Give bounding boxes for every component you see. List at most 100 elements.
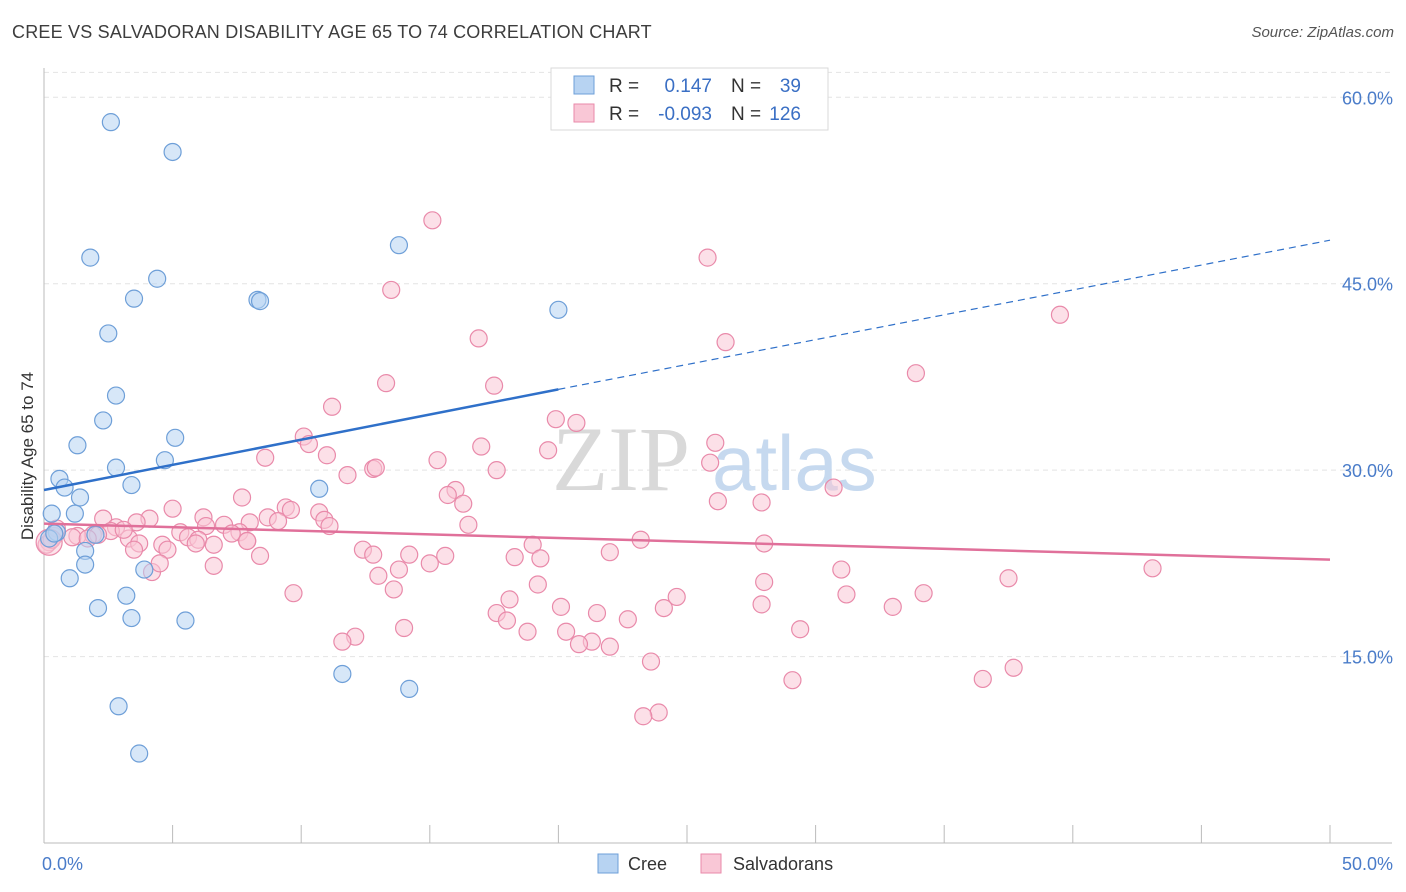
salvadorans-point-113 [569,635,589,654]
watermark: ZIP atlas [552,408,877,510]
legend-n-value-salvadorans: 126 [769,104,801,125]
salvadorans-point-24 [338,466,357,485]
salvadorans-point-48 [459,515,478,534]
cree-point-9 [99,324,118,343]
legend-swatch-cree [573,75,595,95]
salvadorans-point-102 [587,603,607,623]
legend-r-label-salvadorans: R = [609,104,639,125]
salvadorans-points [35,211,1162,726]
cree-point-0 [101,113,120,132]
salvadorans-point-68 [204,535,223,554]
salvadorans-point-19 [428,451,447,470]
salvadorans-point-1 [698,248,717,267]
salvadorans-point-125 [150,554,169,573]
salvadorans-point-79 [505,548,524,567]
cree-trend-extension [558,239,1331,390]
salvadorans-point-77 [400,545,419,564]
legend-r-label-cree: R = [609,76,639,97]
cree-point-27 [76,555,95,574]
salvadorans-point-117 [973,669,992,689]
salvadorans-point-25 [824,478,843,497]
bottom-legend-swatch-salvadorans [700,853,722,874]
salvadorans-point-94 [284,584,303,603]
cree-point-13 [68,436,87,455]
y-tick-label-2: 45.0% [1342,275,1393,295]
salvadorans-point-91 [384,580,403,599]
salvadorans-point-73 [158,540,177,559]
cree-point-24 [86,525,105,544]
tick-labels: 15.0% 30.0% 45.0% 60.0% 0.0% 50.0% [42,88,1393,874]
salvadorans-point-86 [1143,559,1162,578]
salvadorans-point-10 [546,410,565,429]
salvadorans-point-28 [438,485,457,505]
y-tick-label-0: 15.0% [1342,648,1393,668]
cree-point-22 [65,504,84,523]
salvadorans-point-89 [999,569,1018,588]
cree-point-36 [109,697,128,716]
salvadorans-point-26 [232,488,252,507]
salvadorans-point-104 [618,610,637,629]
salvadorans-point-16 [539,441,558,460]
salvadorans-point-30 [752,493,771,512]
salvadorans-point-23 [487,461,506,480]
x-tick-label-0: 0.0% [42,854,83,874]
y-tick-label-1: 30.0% [1342,461,1393,481]
salvadorans-point-93 [755,572,774,592]
salvadorans-point-5 [716,333,735,352]
cree-point-10 [106,386,126,405]
salvadorans-point-107 [394,618,414,638]
bottom-legend: Cree Salvadorans [597,853,833,874]
cree-point-37 [130,744,149,763]
salvadorans-point-96 [914,584,933,603]
salvadorans-point-11 [567,413,586,433]
salvadorans-point-120 [634,707,653,726]
chart-title: CREE VS SALVADORAN DISABILITY AGE 65 TO … [12,22,652,42]
salvadorans-point-119 [649,703,668,722]
salvadorans-point-80 [531,549,550,568]
cree-point-17 [122,475,141,495]
salvadorans-point-3 [1050,305,1070,324]
trend-lines [43,239,1331,561]
cree-point-8 [549,300,568,319]
source-credit: Source: ZipAtlas.com [1251,24,1394,41]
bottom-legend-label-cree: Cree [628,854,667,874]
salvadorans-point-95 [667,587,686,607]
salvadorans-point-99 [654,598,673,618]
salvadorans-point-67 [186,534,205,553]
salvadorans-point-81 [250,546,270,566]
cree-trend-line [43,388,559,492]
salvadorans-point-0 [423,211,442,230]
salvadorans-point-2 [382,280,401,300]
salvadorans-point-22 [366,458,385,477]
salvadorans-point-118 [783,671,802,690]
salvadorans-point-32 [281,500,301,520]
salvadorans-point-84 [389,560,409,579]
salvadorans-point-8 [485,376,504,395]
salvadorans-point-56 [63,528,82,547]
cree-point-35 [400,679,419,698]
top-legend: R = 0.147 N = 39 R = -0.093 N = 126 [550,67,829,131]
salvadorans-point-124 [114,520,133,539]
salvadorans-point-98 [551,597,571,616]
salvadorans-point-76 [364,545,383,564]
salvadorans-point-115 [641,652,661,671]
cree-point-30 [117,586,136,605]
cree-point-33 [176,611,195,630]
cree-point-12 [166,428,185,447]
grid-lines [44,71,1392,658]
legend-n-value-cree: 39 [780,76,801,97]
cree-point-28 [135,560,154,579]
salvadorans-point-42 [268,511,288,531]
salvadorans-point-69 [238,531,257,551]
salvadorans-point-101 [883,597,902,616]
legend-r-value-cree: 0.147 [664,76,712,97]
cree-point-29 [60,569,79,588]
y-tick-label-3: 60.0% [1342,88,1393,108]
cree-point-3 [389,236,409,255]
x-tick-label-1: 50.0% [1342,854,1393,874]
cree-point-19 [310,479,329,498]
salvadorans-point-6 [906,364,926,383]
cree-point-38 [45,524,64,543]
salvadorans-point-72 [124,540,144,559]
